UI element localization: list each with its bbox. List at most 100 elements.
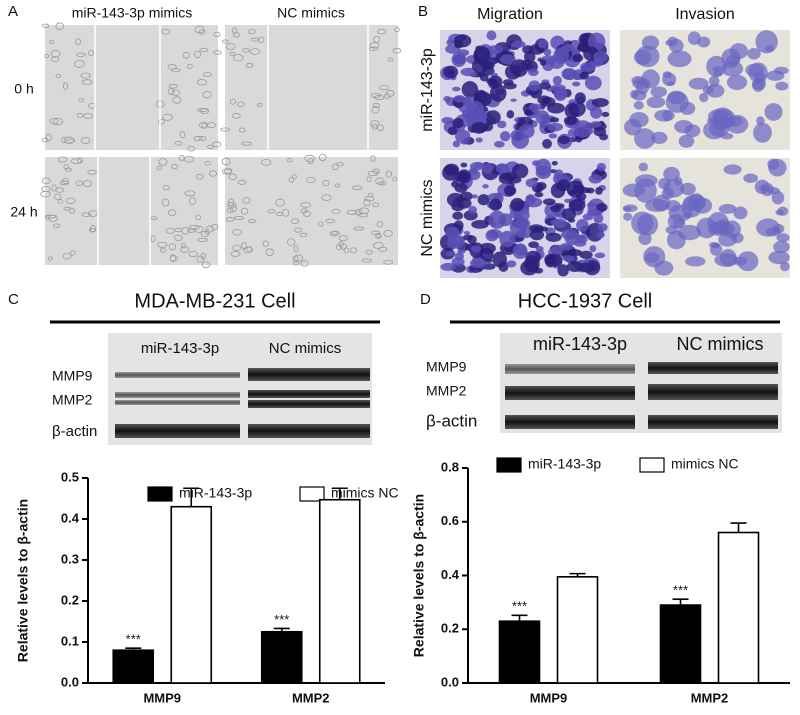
cell <box>225 217 235 222</box>
stained-cell <box>553 218 567 229</box>
blot-band <box>115 424 240 438</box>
row-label: miR-143-3p <box>419 48 436 132</box>
stained-cell <box>641 35 660 50</box>
cell <box>179 131 186 139</box>
cell <box>267 209 276 214</box>
stained-cell <box>463 230 471 235</box>
stained-cell <box>557 264 569 277</box>
bar <box>556 576 599 684</box>
legend-label: miR-143-3p <box>179 485 252 501</box>
cell <box>200 252 206 260</box>
panel-title: HCC-1937 Cell <box>518 290 653 312</box>
cell <box>88 228 97 232</box>
stained-cell <box>661 187 675 200</box>
cell <box>251 37 260 42</box>
cell <box>292 255 299 262</box>
stained-cell <box>596 203 608 212</box>
cell <box>204 228 211 235</box>
significance-label: *** <box>673 583 688 598</box>
cell <box>262 240 269 247</box>
stained-cell <box>777 206 789 216</box>
stained-cell <box>499 54 516 65</box>
cell <box>363 198 371 207</box>
cell <box>158 158 168 166</box>
stained-cell <box>677 224 702 241</box>
y-tick-label: 0.5 <box>61 469 79 484</box>
cell <box>157 119 166 125</box>
stained-cell <box>548 133 558 139</box>
stained-cell <box>470 245 482 252</box>
stained-cell <box>552 75 562 86</box>
stained-cell <box>587 202 597 208</box>
stained-cell <box>596 162 607 172</box>
stained-cell <box>623 206 632 212</box>
stained-cell <box>490 84 507 102</box>
cell <box>199 121 208 129</box>
cell <box>165 227 175 234</box>
stained-cell <box>590 121 602 128</box>
stained-cell <box>528 68 539 77</box>
stained-cell <box>771 191 785 205</box>
stained-cell <box>566 180 585 198</box>
cell <box>334 183 340 188</box>
cell <box>69 250 76 256</box>
cell <box>168 243 177 251</box>
stained-cell <box>502 79 514 86</box>
cell <box>392 176 398 182</box>
stained-cell <box>460 140 469 145</box>
cell <box>245 63 254 68</box>
stained-cell <box>550 205 561 213</box>
stained-cell <box>541 97 549 103</box>
cell <box>351 185 363 191</box>
stained-cell <box>485 57 499 65</box>
cell <box>45 214 57 219</box>
stained-cell <box>667 50 692 68</box>
micrograph <box>225 25 398 150</box>
cell <box>171 68 181 73</box>
stained-cell <box>478 242 496 254</box>
cell <box>367 170 379 177</box>
cell <box>230 250 241 257</box>
stained-cell <box>453 95 466 103</box>
y-tick-label: 0.4 <box>441 567 460 582</box>
cell <box>61 136 67 144</box>
cell <box>371 106 380 114</box>
stained-cell <box>554 169 564 179</box>
blot-band <box>505 386 635 400</box>
cell <box>233 32 240 38</box>
blot-row-label: MMP9 <box>52 368 93 384</box>
cell <box>81 212 92 218</box>
cell <box>336 162 344 167</box>
stained-cell <box>719 248 737 267</box>
cell <box>392 47 402 54</box>
stained-cell <box>535 110 550 125</box>
stained-cell <box>596 231 605 239</box>
cell <box>346 209 358 215</box>
cell <box>265 248 275 256</box>
stained-cell <box>564 102 580 119</box>
stained-cell <box>702 85 714 95</box>
cell <box>325 218 335 224</box>
stained-cell <box>601 111 610 118</box>
stained-cell <box>712 114 730 131</box>
y-tick-label: 0.6 <box>441 513 459 528</box>
cell <box>193 136 203 141</box>
stained-cell <box>471 122 487 134</box>
stained-cell <box>561 44 575 52</box>
cell <box>378 246 388 252</box>
blot-row-label: β-actin <box>52 423 97 440</box>
stained-cell <box>576 218 589 232</box>
stained-cell <box>567 249 582 257</box>
stained-cell <box>589 245 597 253</box>
stained-cell <box>729 43 749 60</box>
cell <box>57 156 68 163</box>
cell <box>247 28 256 35</box>
stained-cell <box>549 117 560 123</box>
cell <box>171 89 181 97</box>
cell <box>373 95 385 100</box>
cell <box>75 180 84 186</box>
cell <box>288 177 294 183</box>
stained-cell <box>743 173 759 183</box>
cell <box>188 251 198 258</box>
cell <box>41 137 49 143</box>
